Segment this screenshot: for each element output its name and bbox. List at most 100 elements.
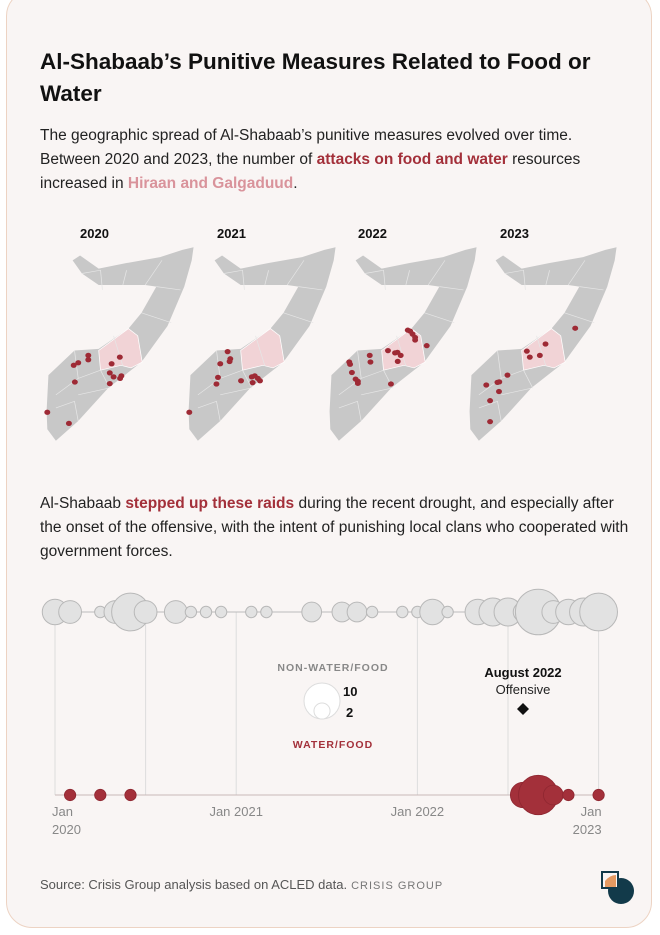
region-border bbox=[55, 400, 79, 422]
non-water-food-bubble bbox=[184, 605, 198, 619]
intro-part: resources increased in bbox=[40, 151, 581, 192]
tick-label: Jan bbox=[581, 804, 602, 819]
incident-dot bbox=[226, 358, 233, 365]
region-border bbox=[504, 269, 526, 290]
region-border bbox=[427, 260, 446, 286]
incident-dot bbox=[106, 370, 113, 376]
intro-part: The geographic spread of Al-Shabaab’s pu… bbox=[40, 127, 573, 168]
water-food-bubble bbox=[562, 788, 575, 802]
incident-dot bbox=[116, 354, 123, 360]
region-border bbox=[255, 335, 266, 367]
intro-part: . bbox=[293, 175, 298, 192]
incident-dot bbox=[354, 380, 361, 386]
region-border bbox=[223, 269, 245, 290]
region-border bbox=[113, 335, 124, 367]
incident-dot bbox=[572, 325, 579, 331]
incident-dot bbox=[254, 375, 261, 382]
incident-dot bbox=[496, 388, 502, 395]
region-border bbox=[264, 270, 269, 286]
non-water-food-bubble bbox=[365, 605, 379, 619]
region-border bbox=[286, 260, 305, 286]
incident-dot bbox=[71, 379, 78, 385]
region-border bbox=[220, 387, 251, 396]
region-border bbox=[579, 286, 604, 291]
water-food-bubble bbox=[124, 788, 137, 802]
source-text: Source: Crisis Group analysis based on A… bbox=[40, 877, 348, 892]
incident-dot bbox=[215, 374, 221, 381]
incident-dot bbox=[385, 347, 391, 354]
region-border bbox=[156, 286, 181, 291]
intro-highlight-attacks: attacks on food and water bbox=[316, 151, 508, 168]
incident-dot bbox=[106, 380, 113, 387]
region-border bbox=[141, 312, 172, 323]
source-note: Source: Crisis Group analysis based on A… bbox=[40, 877, 443, 892]
region-border bbox=[523, 370, 534, 389]
page-title: Al-Shabaab’s Punitive Measures Related t… bbox=[40, 49, 591, 106]
legend-water-food: WATER/FOOD bbox=[293, 739, 373, 751]
water-food-bubble bbox=[94, 788, 107, 802]
map-year-label: 2021 bbox=[217, 226, 246, 241]
incident-dot bbox=[85, 352, 92, 359]
incident-dot bbox=[238, 378, 245, 384]
region-border bbox=[364, 269, 386, 290]
map-2020 bbox=[44, 247, 194, 441]
non-water-food-bubble bbox=[260, 605, 273, 619]
map-2022 bbox=[329, 247, 477, 441]
incident-dot bbox=[347, 361, 354, 367]
incident-dot bbox=[536, 352, 543, 359]
incident-dot bbox=[224, 348, 231, 355]
incident-dot bbox=[487, 398, 494, 404]
tick-label: 2020 bbox=[52, 822, 81, 837]
incident-dot bbox=[397, 352, 404, 359]
region-border bbox=[439, 286, 464, 291]
region-border bbox=[197, 400, 221, 422]
incident-dot bbox=[117, 375, 124, 382]
incident-dot bbox=[394, 358, 401, 364]
region-border bbox=[564, 312, 595, 323]
incident-dot bbox=[44, 409, 51, 415]
map-year-label: 2022 bbox=[358, 226, 387, 241]
hiraan-galgaduud-region bbox=[98, 328, 143, 371]
tick-label: Jan 2021 bbox=[209, 804, 263, 819]
incident-dot bbox=[108, 361, 115, 367]
water-food-bubble bbox=[592, 788, 605, 802]
tick-label: 2023 bbox=[573, 822, 602, 837]
non-water-food-bubble bbox=[441, 605, 454, 619]
region-border bbox=[536, 335, 547, 367]
incident-dot bbox=[483, 382, 490, 388]
region-border bbox=[424, 312, 455, 323]
region-border bbox=[144, 260, 163, 286]
incident-dot bbox=[504, 372, 511, 378]
incident-dot bbox=[387, 381, 394, 387]
incident-dot bbox=[366, 352, 373, 359]
annotation-subtitle: Offensive bbox=[496, 682, 551, 697]
middle-part: Al-Shabaab bbox=[40, 495, 126, 512]
crisis-group-logo bbox=[601, 871, 634, 904]
incident-dot bbox=[348, 369, 355, 376]
map-2021 bbox=[186, 247, 336, 441]
region-border bbox=[81, 269, 103, 290]
incident-dot bbox=[65, 420, 72, 426]
intro-text: The geographic spread of Al-Shabaab’s pu… bbox=[40, 124, 630, 196]
legend-size-large-label: 10 bbox=[343, 684, 357, 699]
middle-text: Al-Shabaab stepped up these raids during… bbox=[40, 492, 630, 564]
region-border bbox=[567, 260, 586, 286]
legend-size-small bbox=[313, 702, 331, 720]
non-water-food-bubble bbox=[214, 605, 228, 619]
incident-dot bbox=[213, 381, 220, 387]
incident-dot bbox=[70, 362, 77, 368]
region-border bbox=[545, 270, 550, 286]
map-2023 bbox=[469, 247, 617, 441]
hiraan-galgaduud-region bbox=[521, 328, 566, 371]
region-border bbox=[283, 312, 314, 323]
incident-dot bbox=[217, 361, 224, 367]
region-border bbox=[361, 387, 392, 396]
region-border bbox=[405, 270, 410, 286]
region-border bbox=[396, 335, 407, 367]
incident-dot bbox=[367, 359, 374, 365]
non-water-food-bubble bbox=[579, 592, 618, 632]
incident-dot bbox=[110, 374, 117, 380]
incident-dot bbox=[75, 360, 82, 366]
tick-label: Jan bbox=[52, 804, 73, 819]
card bbox=[6, 0, 652, 928]
